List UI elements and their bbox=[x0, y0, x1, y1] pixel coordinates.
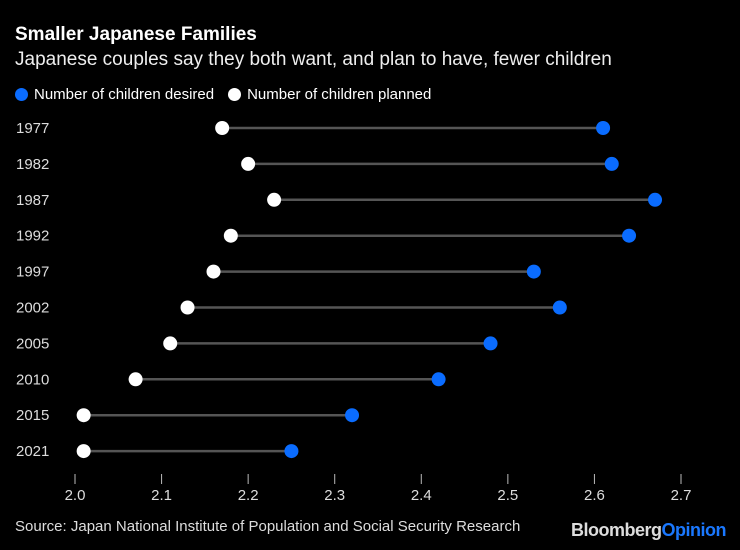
legend-swatch-desired bbox=[15, 88, 28, 101]
year-label: 2015 bbox=[16, 407, 49, 424]
year-label: 1982 bbox=[16, 156, 49, 173]
year-label: 1992 bbox=[16, 228, 49, 245]
x-tick-label: 2.7 bbox=[671, 487, 692, 504]
desired-point bbox=[648, 192, 663, 207]
desired-point bbox=[622, 228, 637, 243]
legend-item-desired: Number of children desired bbox=[15, 86, 214, 103]
planned-point bbox=[241, 156, 256, 171]
planned-point bbox=[76, 408, 91, 423]
x-tick-label: 2.4 bbox=[411, 487, 432, 504]
desired-point bbox=[483, 336, 498, 351]
x-tick-label: 2.2 bbox=[238, 487, 259, 504]
desired-point bbox=[345, 408, 360, 423]
planned-point bbox=[128, 372, 143, 387]
year-label: 1977 bbox=[16, 120, 49, 137]
legend-item-planned: Number of children planned bbox=[228, 86, 431, 103]
desired-point bbox=[552, 300, 567, 315]
desired-point bbox=[284, 444, 299, 459]
desired-point bbox=[596, 121, 611, 135]
planned-point bbox=[76, 444, 91, 459]
desired-point bbox=[526, 264, 541, 279]
year-label: 1987 bbox=[16, 192, 49, 209]
x-tick-label: 2.3 bbox=[324, 487, 345, 504]
logo-part2: Opinion bbox=[661, 520, 727, 540]
chart-title: Smaller Japanese Families bbox=[15, 24, 257, 45]
planned-point bbox=[223, 228, 238, 243]
legend-swatch-planned bbox=[228, 88, 242, 101]
logo-part1: Bloomberg bbox=[571, 520, 662, 540]
bloomberg-opinion-logo: BloombergOpinion bbox=[571, 520, 727, 541]
legend-label-desired: Number of children desired bbox=[34, 86, 215, 103]
year-label: 1997 bbox=[16, 264, 49, 281]
year-label: 2005 bbox=[16, 335, 49, 352]
source-note: Source: Japan National Institute of Popu… bbox=[15, 518, 521, 535]
x-tick-label: 2.5 bbox=[497, 487, 518, 504]
year-label: 2002 bbox=[16, 300, 49, 317]
desired-point bbox=[431, 372, 446, 387]
year-label: 2010 bbox=[16, 371, 49, 388]
year-label: 2021 bbox=[16, 443, 49, 460]
chart-subtitle: Japanese couples say they both want, and… bbox=[15, 49, 612, 70]
planned-point bbox=[206, 264, 221, 279]
legend: Number of children desired Number of chi… bbox=[15, 86, 445, 103]
x-tick-label: 2.1 bbox=[151, 487, 172, 504]
x-tick-label: 2.6 bbox=[584, 487, 605, 504]
legend-label-planned: Number of children planned bbox=[247, 86, 432, 103]
planned-point bbox=[163, 336, 178, 351]
desired-point bbox=[604, 156, 619, 171]
planned-point bbox=[267, 192, 282, 207]
planned-point bbox=[215, 121, 230, 135]
x-tick-label: 2.0 bbox=[65, 487, 86, 504]
planned-point bbox=[180, 300, 195, 315]
